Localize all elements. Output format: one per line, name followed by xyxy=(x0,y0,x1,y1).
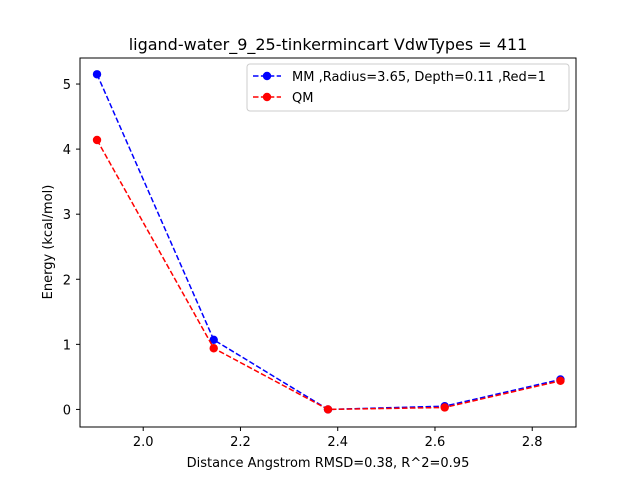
plot-area xyxy=(92,70,565,414)
legend-marker xyxy=(262,71,272,81)
y-tick-label: 4 xyxy=(63,143,71,158)
y-tick-label: 2 xyxy=(63,273,71,288)
series-1-point xyxy=(323,405,333,414)
series-0-point xyxy=(92,70,102,79)
series-line-0 xyxy=(96,73,561,411)
x-tick-label: 2.4 xyxy=(327,435,348,450)
x-tick-label: 2.8 xyxy=(522,435,543,450)
x-tick-label: 2.2 xyxy=(230,435,251,450)
y-tick-label: 3 xyxy=(63,208,71,223)
chart-title: ligand-water_9_25-tinkermincart VdwTypes… xyxy=(129,35,528,55)
series-1-point xyxy=(92,135,102,145)
axes-frame xyxy=(79,57,577,428)
y-tick-label: 5 xyxy=(63,78,71,93)
legend: MM ,Radius=3.65, Depth=0.11 ,Red=1 QM xyxy=(246,63,570,112)
y-tick-label: 1 xyxy=(63,338,71,353)
x-tick-label: 2.6 xyxy=(425,435,446,450)
y-tick-label: 0 xyxy=(63,403,71,418)
legend-box xyxy=(246,63,570,112)
x-tick-label: 2.0 xyxy=(133,435,154,450)
series-1-point xyxy=(556,376,565,385)
series-1-point xyxy=(209,344,218,353)
y-axis-ticks: 0 1 2 3 4 5 xyxy=(63,78,80,418)
series-1-point xyxy=(440,403,449,412)
series-0-point xyxy=(209,335,218,344)
legend-marker xyxy=(262,92,272,102)
legend-label: QM xyxy=(292,91,313,106)
legend-label: MM ,Radius=3.65, Depth=0.11 ,Red=1 xyxy=(292,70,546,85)
x-axis-label: Distance Angstrom RMSD=0.38, R^2=0.95 xyxy=(187,456,470,471)
x-axis-ticks: 2.0 2.2 2.4 2.6 2.8 xyxy=(133,427,543,450)
y-axis-label: Energy (kcal/mol) xyxy=(41,185,56,300)
series-line-1 xyxy=(96,139,561,411)
